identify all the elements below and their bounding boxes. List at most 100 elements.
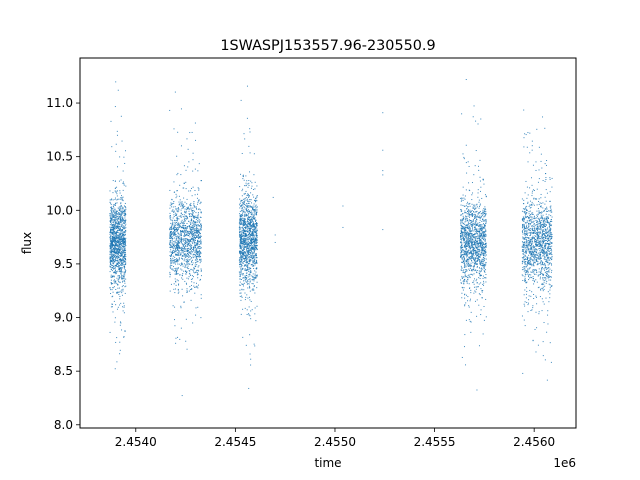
data-point bbox=[249, 227, 251, 229]
data-point bbox=[483, 306, 485, 307]
data-point bbox=[241, 273, 243, 275]
data-point bbox=[117, 215, 119, 217]
data-point bbox=[125, 278, 127, 280]
data-point bbox=[116, 190, 118, 192]
data-point bbox=[181, 227, 183, 229]
data-point bbox=[247, 223, 249, 225]
data-point bbox=[197, 256, 199, 258]
data-point bbox=[115, 218, 117, 220]
data-point bbox=[191, 260, 193, 262]
data-point bbox=[182, 255, 184, 257]
data-point bbox=[173, 288, 175, 290]
data-point bbox=[201, 180, 203, 182]
data-point bbox=[109, 257, 111, 259]
data-point bbox=[246, 85, 248, 87]
data-point bbox=[121, 207, 123, 209]
data-point bbox=[178, 218, 180, 220]
data-point bbox=[172, 252, 174, 254]
data-point bbox=[172, 247, 174, 249]
data-point bbox=[170, 283, 172, 285]
data-point bbox=[124, 255, 126, 257]
data-point bbox=[113, 209, 115, 211]
data-point bbox=[111, 252, 113, 254]
data-point bbox=[174, 206, 176, 208]
data-point bbox=[249, 220, 251, 222]
data-point bbox=[467, 221, 469, 223]
data-point bbox=[462, 289, 464, 291]
data-point bbox=[191, 259, 193, 261]
data-point bbox=[110, 279, 112, 281]
data-point bbox=[122, 238, 124, 240]
data-point bbox=[115, 191, 117, 193]
data-point bbox=[468, 233, 470, 235]
data-point bbox=[178, 222, 180, 224]
data-point bbox=[191, 238, 193, 240]
data-point bbox=[175, 280, 177, 282]
data-point bbox=[113, 223, 115, 225]
data-point bbox=[460, 221, 462, 223]
data-point bbox=[469, 276, 471, 278]
data-point bbox=[476, 229, 478, 231]
data-point bbox=[109, 201, 111, 203]
data-point bbox=[243, 229, 245, 231]
data-point bbox=[465, 266, 467, 268]
data-point bbox=[462, 204, 464, 206]
data-point bbox=[197, 306, 199, 308]
data-point bbox=[122, 288, 124, 290]
data-point bbox=[242, 277, 244, 279]
data-point bbox=[464, 294, 466, 296]
data-point bbox=[248, 247, 250, 249]
data-point bbox=[183, 231, 185, 233]
data-point bbox=[180, 222, 182, 224]
data-point bbox=[468, 209, 470, 211]
data-point bbox=[242, 283, 244, 285]
data-point bbox=[183, 240, 185, 242]
data-point bbox=[124, 248, 126, 250]
data-point bbox=[465, 79, 467, 81]
data-point bbox=[124, 206, 126, 208]
data-point bbox=[248, 254, 250, 256]
data-point bbox=[118, 227, 120, 229]
data-point bbox=[483, 231, 485, 233]
data-point bbox=[177, 131, 179, 133]
data-point bbox=[256, 214, 258, 216]
data-point bbox=[252, 257, 254, 259]
data-point bbox=[484, 277, 486, 279]
data-point bbox=[180, 237, 182, 239]
data-point bbox=[111, 255, 113, 257]
data-point bbox=[193, 239, 195, 241]
data-point bbox=[119, 295, 121, 297]
data-point bbox=[113, 249, 115, 251]
data-point bbox=[249, 353, 251, 355]
data-point bbox=[120, 271, 122, 273]
data-point bbox=[248, 246, 250, 248]
data-point bbox=[194, 222, 196, 224]
data-point bbox=[114, 228, 116, 230]
data-point bbox=[169, 228, 171, 230]
data-point bbox=[111, 264, 113, 266]
data-point bbox=[252, 240, 254, 242]
data-point bbox=[241, 295, 243, 297]
data-point bbox=[178, 204, 180, 206]
data-point bbox=[251, 233, 253, 235]
data-point bbox=[111, 250, 113, 252]
data-point bbox=[116, 253, 118, 255]
data-point bbox=[255, 267, 257, 269]
data-point bbox=[479, 267, 480, 269]
data-point bbox=[244, 236, 246, 238]
data-point bbox=[466, 270, 468, 272]
data-point bbox=[176, 155, 178, 157]
data-point bbox=[113, 276, 115, 278]
data-point bbox=[195, 248, 197, 250]
data-point bbox=[180, 238, 182, 240]
data-point bbox=[182, 206, 184, 208]
data-point bbox=[118, 249, 120, 251]
data-point bbox=[113, 252, 115, 254]
data-point bbox=[119, 212, 121, 214]
data-point bbox=[174, 231, 176, 233]
data-point bbox=[122, 256, 124, 258]
data-point bbox=[475, 260, 477, 262]
data-point bbox=[175, 288, 177, 290]
data-point bbox=[248, 203, 250, 204]
data-point bbox=[170, 219, 172, 221]
